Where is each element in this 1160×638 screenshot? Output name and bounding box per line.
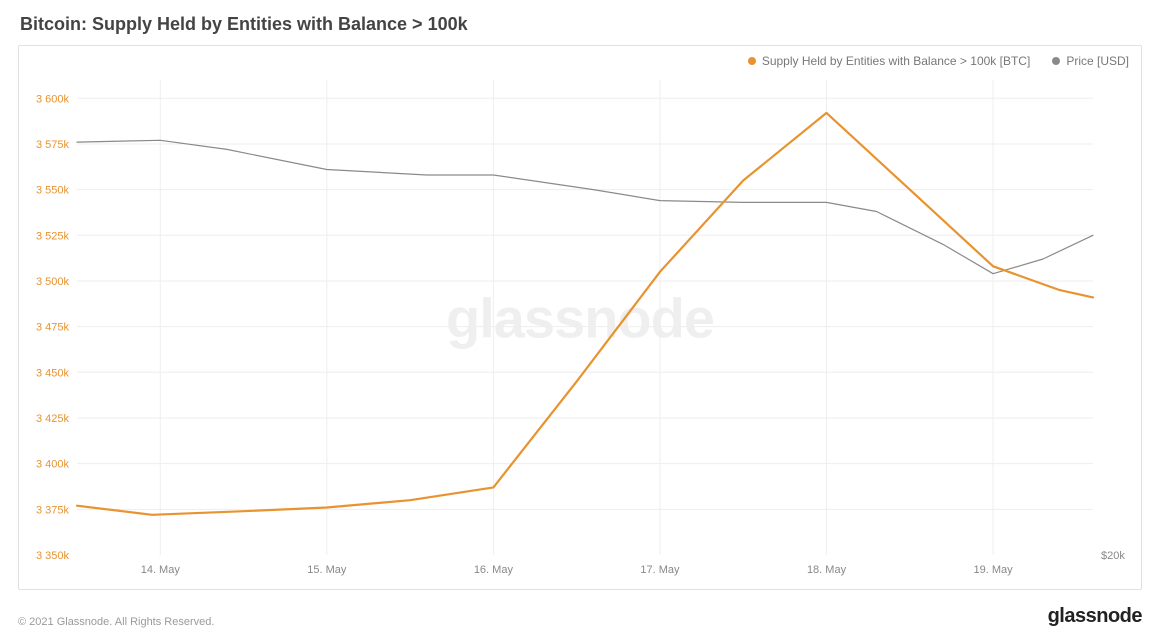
- svg-text:$20k: $20k: [1101, 550, 1125, 562]
- series-supply-line: [77, 113, 1093, 515]
- series-price-line: [77, 140, 1093, 273]
- svg-text:14. May: 14. May: [141, 564, 181, 576]
- page: Bitcoin: Supply Held by Entities with Ba…: [0, 0, 1160, 638]
- legend: Supply Held by Entities with Balance > 1…: [748, 54, 1129, 68]
- chart-svg: 3 350k 3 375k 3 400k 3 425k 3 450k 3 475k 3 50…: [19, 46, 1141, 589]
- svg-text:3 525k: 3 525k: [36, 230, 70, 242]
- chart-title: Bitcoin: Supply Held by Entities with Ba…: [20, 14, 1142, 35]
- brand-logo-text: glassnode: [1048, 605, 1142, 628]
- copyright-text: © 2021 Glassnode. All Rights Reserved.: [18, 616, 214, 628]
- svg-text:3 600k: 3 600k: [36, 93, 70, 105]
- svg-text:19. May: 19. May: [973, 564, 1013, 576]
- svg-text:17. May: 17. May: [640, 564, 680, 576]
- legend-dot-price: [1052, 57, 1060, 65]
- svg-text:3 475k: 3 475k: [36, 322, 70, 334]
- legend-dot-supply: [748, 57, 756, 65]
- svg-text:3 450k: 3 450k: [36, 367, 70, 379]
- chart-frame: glassnode 3 350k3 375k3 400k3 425k3 450k…: [18, 45, 1142, 590]
- svg-text:3 575k: 3 575k: [36, 139, 70, 151]
- svg-text:3 500k: 3 500k: [36, 276, 70, 288]
- svg-text:3 375k: 3 375k: [36, 504, 70, 516]
- legend-item-supply: Supply Held by Entities with Balance > 1…: [748, 54, 1030, 68]
- legend-label-price: Price [USD]: [1066, 54, 1129, 68]
- svg-text:3 550k: 3 550k: [36, 185, 70, 197]
- svg-text:16. May: 16. May: [474, 564, 514, 576]
- svg-text:15. May: 15. May: [307, 564, 347, 576]
- svg-text:3 350k: 3 350k: [36, 550, 70, 562]
- svg-text:3 425k: 3 425k: [36, 413, 70, 425]
- svg-text:3 400k: 3 400k: [36, 459, 70, 471]
- legend-item-price: Price [USD]: [1052, 54, 1129, 68]
- footer: © 2021 Glassnode. All Rights Reserved. g…: [18, 600, 1142, 628]
- legend-label-supply: Supply Held by Entities with Balance > 1…: [762, 54, 1030, 68]
- svg-text:18. May: 18. May: [807, 564, 847, 576]
